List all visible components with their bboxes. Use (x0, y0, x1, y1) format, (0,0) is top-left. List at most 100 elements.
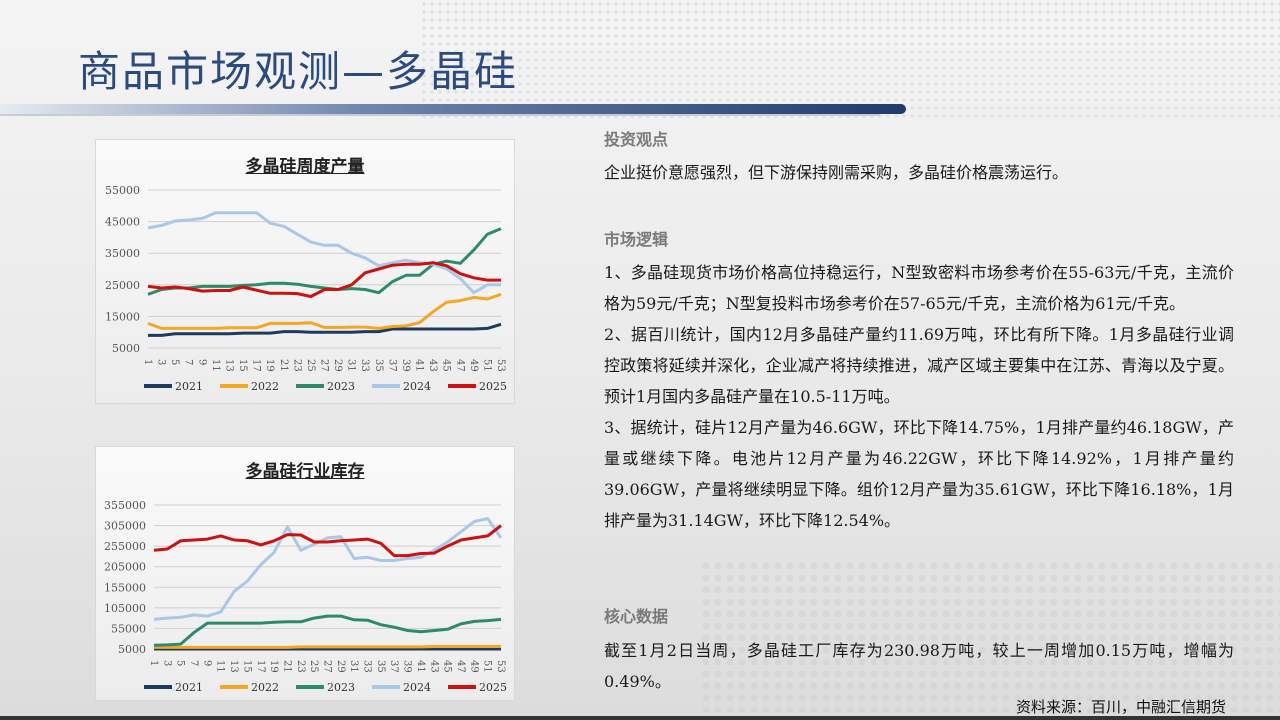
x-tick-label: 13 (223, 359, 234, 372)
x-tick-label: 5 (175, 660, 186, 666)
legend-label: 2022 (251, 681, 279, 694)
x-tick-label: 9 (201, 660, 212, 666)
x-tick-label: 53 (495, 359, 506, 372)
chart-svg: 3550003050002550002050001550001050005500… (104, 499, 507, 694)
x-tick-label: 9 (196, 359, 207, 365)
y-tick-label: 355000 (104, 499, 146, 512)
x-tick-label: 33 (362, 660, 373, 673)
x-tick-label: 27 (322, 660, 333, 673)
y-tick-label: 25000 (105, 279, 140, 292)
background-dot-pattern (420, 0, 1280, 120)
section-heading-logic: 市场逻辑 (604, 230, 669, 249)
x-tick-label: 21 (278, 359, 289, 372)
logic-point-3: 3、据统计，硅片12月产量为46.6GW，环比下降14.75%，1月排产量约46… (604, 418, 1234, 530)
x-tick-label: 51 (482, 660, 493, 673)
x-tick-label: 3 (161, 660, 172, 666)
x-tick-label: 15 (237, 359, 248, 372)
y-tick-label: 305000 (104, 520, 146, 533)
legend-label: 2025 (479, 681, 507, 694)
x-tick-label: 17 (255, 660, 266, 673)
chart-title: 多晶硅行业库存 (245, 462, 365, 482)
section-heading-view: 投资观点 (604, 130, 669, 149)
x-tick-label: 49 (468, 660, 479, 673)
x-tick-label: 1 (148, 660, 159, 666)
source-note: 资料来源：百川，中融汇信期货 (1016, 698, 1227, 716)
series-line-2024 (153, 517, 503, 621)
legend-label: 2023 (327, 380, 355, 393)
series-line-2021 (148, 322, 502, 337)
x-tick-label: 33 (359, 359, 370, 372)
y-tick-label: 255000 (104, 540, 146, 553)
x-tick-label: 21 (281, 660, 292, 673)
x-tick-label: 41 (415, 660, 426, 673)
title-band (0, 104, 906, 114)
x-tick-label: 23 (291, 359, 302, 372)
view-text: 企业挺价意愿强烈，但下游保持刚需采购，多晶硅价格震荡运行。 (604, 163, 1069, 182)
series-line-2023 (153, 614, 502, 647)
x-tick-label: 31 (348, 660, 359, 673)
series-line-2022 (147, 292, 502, 330)
x-tick-label: 11 (210, 359, 221, 372)
chart-weekly-production: 多晶硅周度产量 55000 45000 35000 25000 15000 5000 1 3 5… (95, 139, 515, 404)
legend-label: 2022 (251, 380, 279, 393)
x-tick-label: 19 (264, 359, 275, 372)
core-text: 截至1月2日当周，多晶硅工厂库存为230.98万吨，较上一周增加0.15万吨，增… (604, 641, 1234, 691)
x-tick-label: 27 (319, 359, 330, 372)
y-tick-label: 55000 (111, 622, 146, 635)
legend-label: 2023 (327, 681, 355, 694)
x-tick-label: 45 (441, 359, 452, 372)
x-tick-label: 41 (414, 359, 425, 372)
logic-point-2: 2、据百川统计，国内12月多晶硅产量约11.69万吨，环比有所下降。1月多晶硅行… (604, 325, 1234, 406)
x-tick-label: 11 (215, 660, 226, 673)
x-tick-label: 31 (346, 359, 357, 372)
series-line-2022 (154, 645, 501, 649)
x-tick-label: 51 (481, 359, 492, 372)
x-tick-label: 25 (305, 359, 316, 372)
x-tick-label: 39 (400, 359, 411, 372)
y-tick-label: 15000 (105, 310, 140, 323)
x-tick-label: 1 (142, 359, 153, 365)
y-tick-label: 35000 (105, 247, 140, 260)
chart-industry-inventory: 多晶硅行业库存 355000 305000 255000 205000 155000 10… (95, 446, 515, 701)
x-tick-label: 19 (268, 660, 279, 673)
x-tick-label: 45 (442, 660, 453, 673)
y-tick-label: 55000 (105, 184, 140, 197)
x-tick-label: 7 (188, 660, 199, 666)
bottom-border (0, 716, 1280, 720)
x-tick-label: 29 (332, 359, 343, 372)
x-tick-label: 23 (295, 660, 306, 673)
x-tick-label: 15 (241, 660, 252, 673)
x-tick-label: 3 (156, 359, 167, 365)
x-tick-label: 13 (228, 660, 239, 673)
y-tick-label: 155000 (104, 581, 146, 594)
x-tick-label: 5 (169, 359, 180, 365)
x-tick-label: 35 (375, 660, 386, 673)
y-tick-label: 205000 (104, 561, 146, 574)
y-tick-label: 5000 (118, 643, 146, 656)
legend-label: 2021 (175, 380, 203, 393)
legend-label: 2021 (175, 681, 203, 694)
background-dot-pattern-bottom (700, 560, 1280, 720)
x-tick-label: 47 (455, 660, 466, 673)
series-line-2025 (147, 261, 501, 298)
y-tick-label: 105000 (104, 602, 146, 615)
legend-label: 2024 (403, 681, 431, 694)
title-underline (0, 114, 880, 116)
chart-title: 多晶硅周度产量 (245, 157, 365, 177)
series-line-2024 (147, 211, 501, 295)
x-tick-label: 53 (495, 660, 506, 673)
x-tick-label: 7 (183, 359, 194, 365)
y-tick-label: 45000 (105, 216, 140, 229)
x-tick-label: 43 (428, 660, 439, 673)
section-heading-core: 核心数据 (604, 607, 669, 626)
logic-text: 1、多晶硅现货市场价格高位持稳运行，N型致密料市场参考价在55-63元/千克，主… (604, 257, 1234, 536)
x-tick-label: 29 (335, 660, 346, 673)
x-tick-label: 35 (373, 359, 384, 372)
x-tick-label: 37 (386, 359, 397, 372)
legend-label: 2024 (403, 380, 431, 393)
logic-point-1: 1、多晶硅现货市场价格高位持稳运行，N型致密料市场参考价在55-63元/千克，主… (604, 263, 1234, 313)
x-tick-label: 49 (468, 359, 479, 372)
x-tick-label: 37 (388, 660, 399, 673)
y-tick-label: 5000 (112, 342, 140, 355)
